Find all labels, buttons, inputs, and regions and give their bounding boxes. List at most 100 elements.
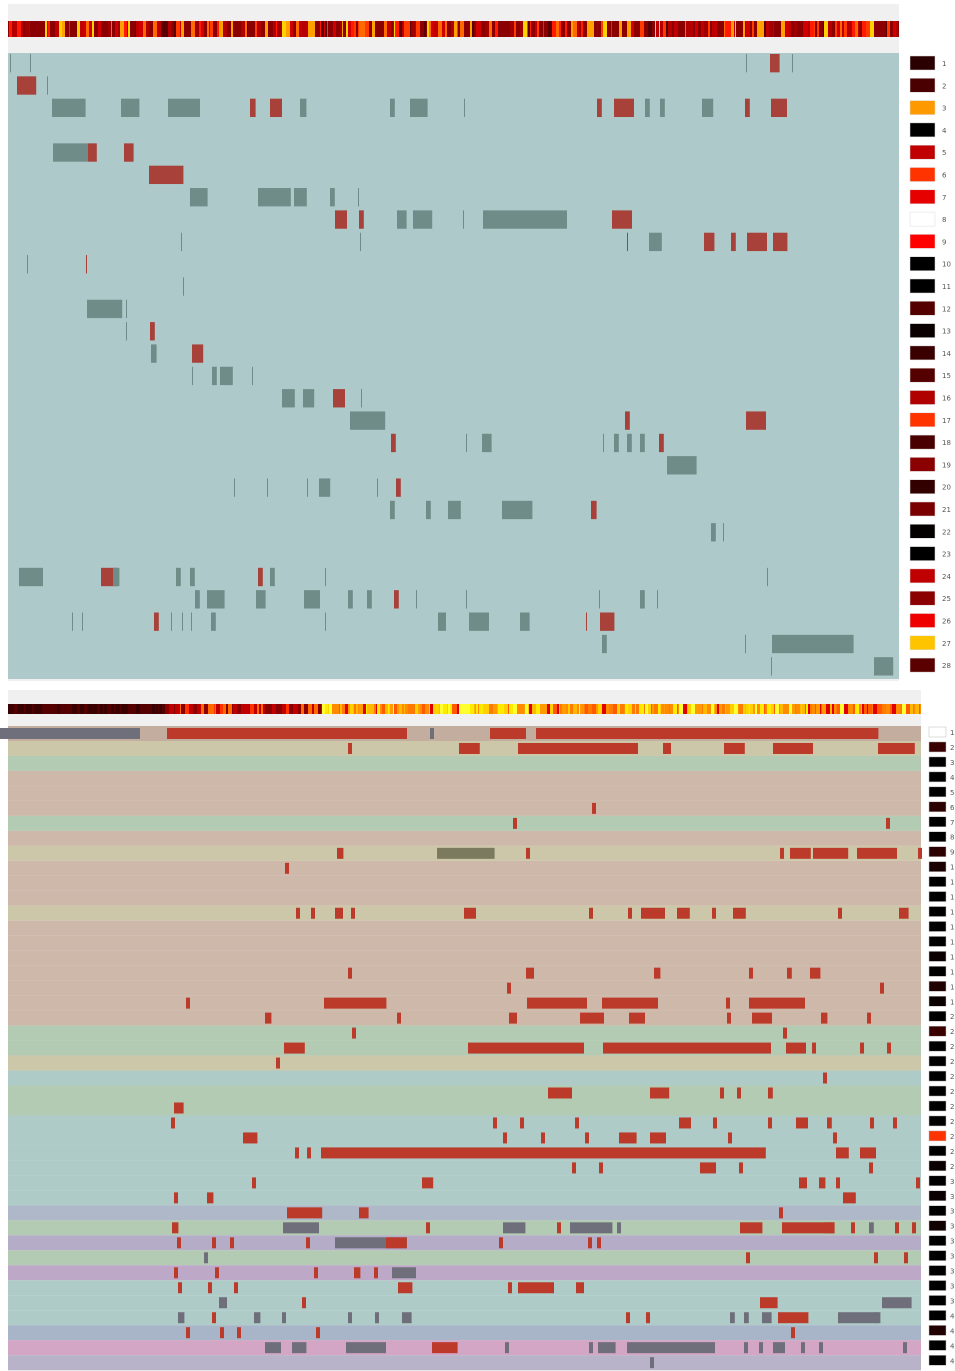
bottom-heatmap-cell bbox=[836, 1147, 849, 1159]
top-annotation-strip-cell bbox=[464, 21, 467, 37]
bottom-heatmap-cell bbox=[174, 1267, 178, 1279]
top-annotation-strip-cell bbox=[734, 21, 735, 37]
bottom-annotation-strip-cell bbox=[265, 704, 269, 714]
top-heatmap-cell bbox=[88, 143, 97, 162]
bottom-heatmap-cell bbox=[505, 1342, 509, 1354]
bottom-annotation-strip-cell bbox=[684, 704, 687, 714]
top-heatmap-cell bbox=[702, 98, 714, 118]
bottom-heatmap-cell bbox=[311, 907, 315, 919]
bottom-legend-swatch bbox=[928, 951, 947, 962]
bottom-legend-label: 3 bbox=[950, 1283, 954, 1291]
top-annotation-strip-cell bbox=[362, 21, 365, 37]
top-heatmap-cell bbox=[191, 612, 192, 631]
bottom-heatmap-cell bbox=[628, 907, 632, 919]
bottom-annotation-strip-cell bbox=[665, 704, 669, 714]
bottom-annotation-strip-cell bbox=[750, 704, 753, 714]
bottom-heatmap-cell bbox=[585, 1132, 589, 1144]
top-annotation-strip-cell bbox=[391, 21, 393, 37]
top-heatmap-cell bbox=[176, 567, 181, 587]
bottom-heatmap-cell bbox=[812, 1042, 816, 1054]
bottom-annotation-strip-cell bbox=[644, 704, 645, 714]
bottom-legend-label: 2 bbox=[950, 1163, 954, 1171]
bottom-row-background bbox=[8, 830, 921, 846]
top-heatmap-cell bbox=[711, 523, 716, 542]
bottom-annotation-strip-cell bbox=[228, 704, 229, 714]
bottom-row-background bbox=[8, 965, 921, 981]
top-annotation-strip-cell bbox=[530, 21, 531, 37]
top-annotation-strip-cell bbox=[9, 21, 12, 37]
top-annotation-strip-cell bbox=[887, 21, 890, 37]
top-annotation-strip-cell bbox=[429, 21, 431, 37]
bottom-annotation-strip-cell bbox=[753, 704, 755, 714]
bottom-annotation-strip-cell bbox=[775, 704, 779, 714]
top-heatmap-cell bbox=[258, 567, 263, 587]
top-legend-label: 27 bbox=[942, 640, 951, 648]
bottom-heatmap-cell bbox=[186, 997, 190, 1009]
bottom-legend-swatch bbox=[928, 1280, 947, 1291]
bottom-annotation-strip-cell bbox=[21, 704, 24, 714]
top-heatmap-cell bbox=[19, 567, 43, 587]
top-legend-label: 19 bbox=[942, 461, 951, 469]
top-legend-label: 22 bbox=[942, 528, 951, 536]
top-annotation-strip-cell bbox=[717, 21, 721, 37]
bottom-heatmap-cell bbox=[874, 1252, 878, 1264]
bottom-heatmap-cell bbox=[650, 1087, 670, 1099]
top-heatmap-cell bbox=[599, 590, 600, 609]
top-annotation-strip-cell bbox=[12, 21, 14, 37]
top-annotation-strip-cell bbox=[535, 21, 537, 37]
bottom-annotation-strip-cell bbox=[380, 704, 382, 714]
bottom-annotation-strip-cell bbox=[339, 704, 340, 714]
bottom-annotation-strip-cell bbox=[204, 704, 208, 714]
bottom-annotation-strip-cell bbox=[87, 704, 91, 714]
top-annotation-strip-cell bbox=[557, 21, 559, 37]
bottom-heatmap-cell bbox=[234, 1282, 238, 1294]
top-legend-label: 20 bbox=[942, 484, 951, 492]
top-annotation-strip-cell bbox=[803, 21, 806, 37]
bottom-annotation-strip-cell bbox=[394, 704, 395, 714]
bottom-legend-label: 1 bbox=[950, 953, 954, 961]
bottom-annotation-strip-cell bbox=[165, 704, 166, 714]
bottom-heatmap-cell bbox=[603, 1042, 771, 1054]
bottom-legend-label: 3 bbox=[950, 1268, 954, 1276]
top-legend-swatch bbox=[909, 278, 936, 294]
bottom-annotation-strip-cell bbox=[100, 704, 103, 714]
top-annotation-strip-cell bbox=[666, 21, 668, 37]
bottom-annotation-strip-cell bbox=[261, 704, 263, 714]
top-annotation-strip-cell bbox=[656, 21, 659, 37]
top-annotation-strip-cell bbox=[874, 21, 878, 37]
bottom-heatmap-cell bbox=[351, 907, 355, 919]
bottom-annotation-strip-cell bbox=[489, 704, 493, 714]
top-annotation-strip-cell bbox=[136, 21, 139, 37]
top-heatmap-cell bbox=[304, 590, 320, 609]
bottom-annotation-strip-cell bbox=[439, 704, 440, 714]
bottom-annotation-strip-cell bbox=[661, 704, 664, 714]
bottom-heatmap-cell bbox=[730, 1312, 735, 1324]
top-legend-label: 21 bbox=[942, 506, 951, 514]
bottom-heatmap-cell bbox=[819, 1342, 823, 1354]
top-annotation-strip-cell bbox=[290, 21, 293, 37]
top-annotation-strip-cell bbox=[781, 21, 785, 37]
bottom-legend: 1 2 3 4 5 6 7 8 9 1 1 1 1 1 1 1 1 1 1 2 2 2 2 2 2 2 2 2 2 2 3 3 3 3 3 3 3 3 3 4… bbox=[928, 726, 955, 1366]
top-heatmap-cell bbox=[770, 54, 780, 73]
top-annotation-strip-cell bbox=[735, 21, 736, 37]
bottom-annotation-strip-cell bbox=[479, 704, 483, 714]
top-heatmap-cell bbox=[731, 232, 736, 252]
top-annotation-strip-cell bbox=[425, 21, 426, 37]
bottom-annotation-strip-cell bbox=[128, 704, 129, 714]
top-annotation-strip-cell bbox=[644, 21, 648, 37]
bottom-heatmap-cell bbox=[796, 1117, 808, 1129]
bottom-heatmap-cell bbox=[174, 1192, 178, 1204]
top-annotation-strip-cell bbox=[98, 21, 101, 37]
top-annotation-strip-cell bbox=[858, 21, 859, 37]
bottom-annotation-strip-cell bbox=[411, 704, 415, 714]
bottom-annotation-strip-cell bbox=[584, 704, 585, 714]
bottom-annotation-strip-cell bbox=[543, 704, 547, 714]
bottom-annotation-strip-cell bbox=[722, 704, 725, 714]
top-heatmap-rows bbox=[10, 54, 894, 676]
bottom-heatmap-cell bbox=[819, 1177, 826, 1189]
bottom-annotation-strip-cell bbox=[532, 704, 536, 714]
top-annotation-strip-cell bbox=[434, 21, 438, 37]
bottom-annotation-strip-cell bbox=[624, 704, 625, 714]
bottom-heatmap-cell bbox=[520, 1117, 524, 1129]
bottom-annotation-strip-cell bbox=[214, 704, 215, 714]
